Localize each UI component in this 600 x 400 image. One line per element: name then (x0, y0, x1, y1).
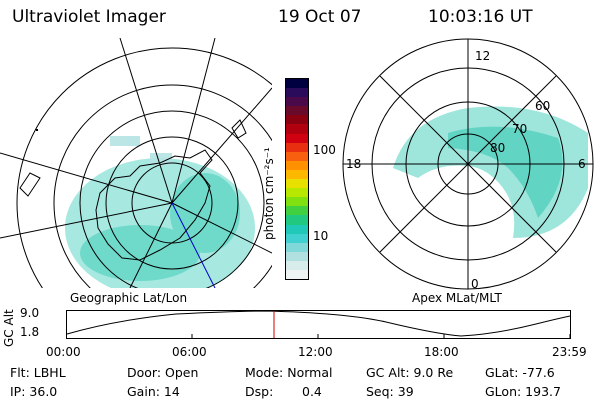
time-tick-1200: 12:00 (298, 345, 333, 359)
mode-info: Mode: Normal (245, 365, 333, 380)
noon-meridian-line (171, 202, 216, 288)
colorbar-swatch (286, 224, 308, 234)
sequence-info: Seq: 39 (366, 384, 414, 399)
antarctica-coastline (95, 149, 213, 261)
colorbar-swatch (286, 251, 308, 261)
colorbar-swatch (286, 88, 308, 98)
colorbar-swatch (286, 197, 308, 207)
colorbar-swatch (286, 260, 308, 270)
time-tick-0000: 00:00 (46, 345, 81, 359)
time-tick-0600: 06:00 (172, 345, 207, 359)
altitude-axis-label: GC Alt (2, 309, 16, 347)
colorbar (285, 78, 309, 280)
altitude-plot (66, 310, 571, 339)
colorbar-label: photon cm⁻²s⁻¹ (262, 147, 276, 240)
mlt-label-12: 12 (475, 49, 490, 63)
mlat-label-60: 60 (535, 99, 550, 113)
time-tick-2359: 23:59 (552, 345, 587, 359)
altitude-curve (66, 310, 571, 337)
observation-time: 10:03:16 UT (428, 7, 533, 27)
gain-info: Gain: 14 (127, 384, 180, 399)
door-info: Door: Open (127, 365, 199, 380)
filter-info: Flt: LBHL (10, 365, 66, 380)
glon-info: GLon: 193.7 (485, 384, 561, 399)
altitude-tick-high: 9.0 (20, 306, 40, 320)
colorbar-swatch (286, 151, 308, 161)
observation-date: 19 Oct 07 (278, 7, 362, 27)
glat-info: GLat: -77.6 (485, 365, 555, 380)
colorbar-swatch (286, 242, 308, 252)
colorbar-swatch (286, 215, 308, 225)
colorbar-swatch (286, 179, 308, 189)
colorbar-swatch (286, 124, 308, 134)
mlt-label-18: 18 (346, 157, 361, 171)
colorbar-tick-100: 100 (313, 143, 336, 157)
magnetic-polar-plot: 12 18 6 0 60 70 80 (342, 38, 594, 290)
colorbar-swatch (286, 106, 308, 116)
colorbar-swatch (286, 269, 308, 280)
dsp-label: Dsp: (245, 384, 274, 399)
colorbar-swatch (286, 233, 308, 243)
mlt-label-6: 6 (578, 157, 586, 171)
colorbar-swatch (286, 206, 308, 216)
geographic-map (0, 38, 272, 288)
geographic-caption: Geographic Lat/Lon (70, 291, 188, 305)
instrument-title: Ultraviolet Imager (12, 7, 166, 27)
altitude-tick-low: 1.8 (20, 325, 40, 339)
gc-alt-info: GC Alt: 9.0 Re (366, 365, 454, 380)
magnetic-caption: Apex MLat/MLT (412, 291, 502, 305)
mlat-label-70: 70 (512, 122, 527, 136)
colorbar-swatch (286, 97, 308, 107)
colorbar-swatch (286, 160, 308, 170)
mlat-label-80: 80 (490, 141, 505, 155)
colorbar-swatch (286, 115, 308, 125)
colorbar-tick-10: 10 (313, 229, 329, 243)
mlt-label-0: 0 (471, 277, 479, 290)
colorbar-swatch (286, 133, 308, 143)
dsp-value: 0.4 (302, 384, 322, 399)
colorbar-swatch (286, 79, 308, 89)
ip-info: IP: 36.0 (10, 384, 58, 399)
colorbar-swatch (286, 169, 308, 180)
colorbar-swatch (286, 188, 308, 198)
colorbar-swatch (286, 142, 308, 152)
time-tick-1800: 18:00 (424, 345, 459, 359)
